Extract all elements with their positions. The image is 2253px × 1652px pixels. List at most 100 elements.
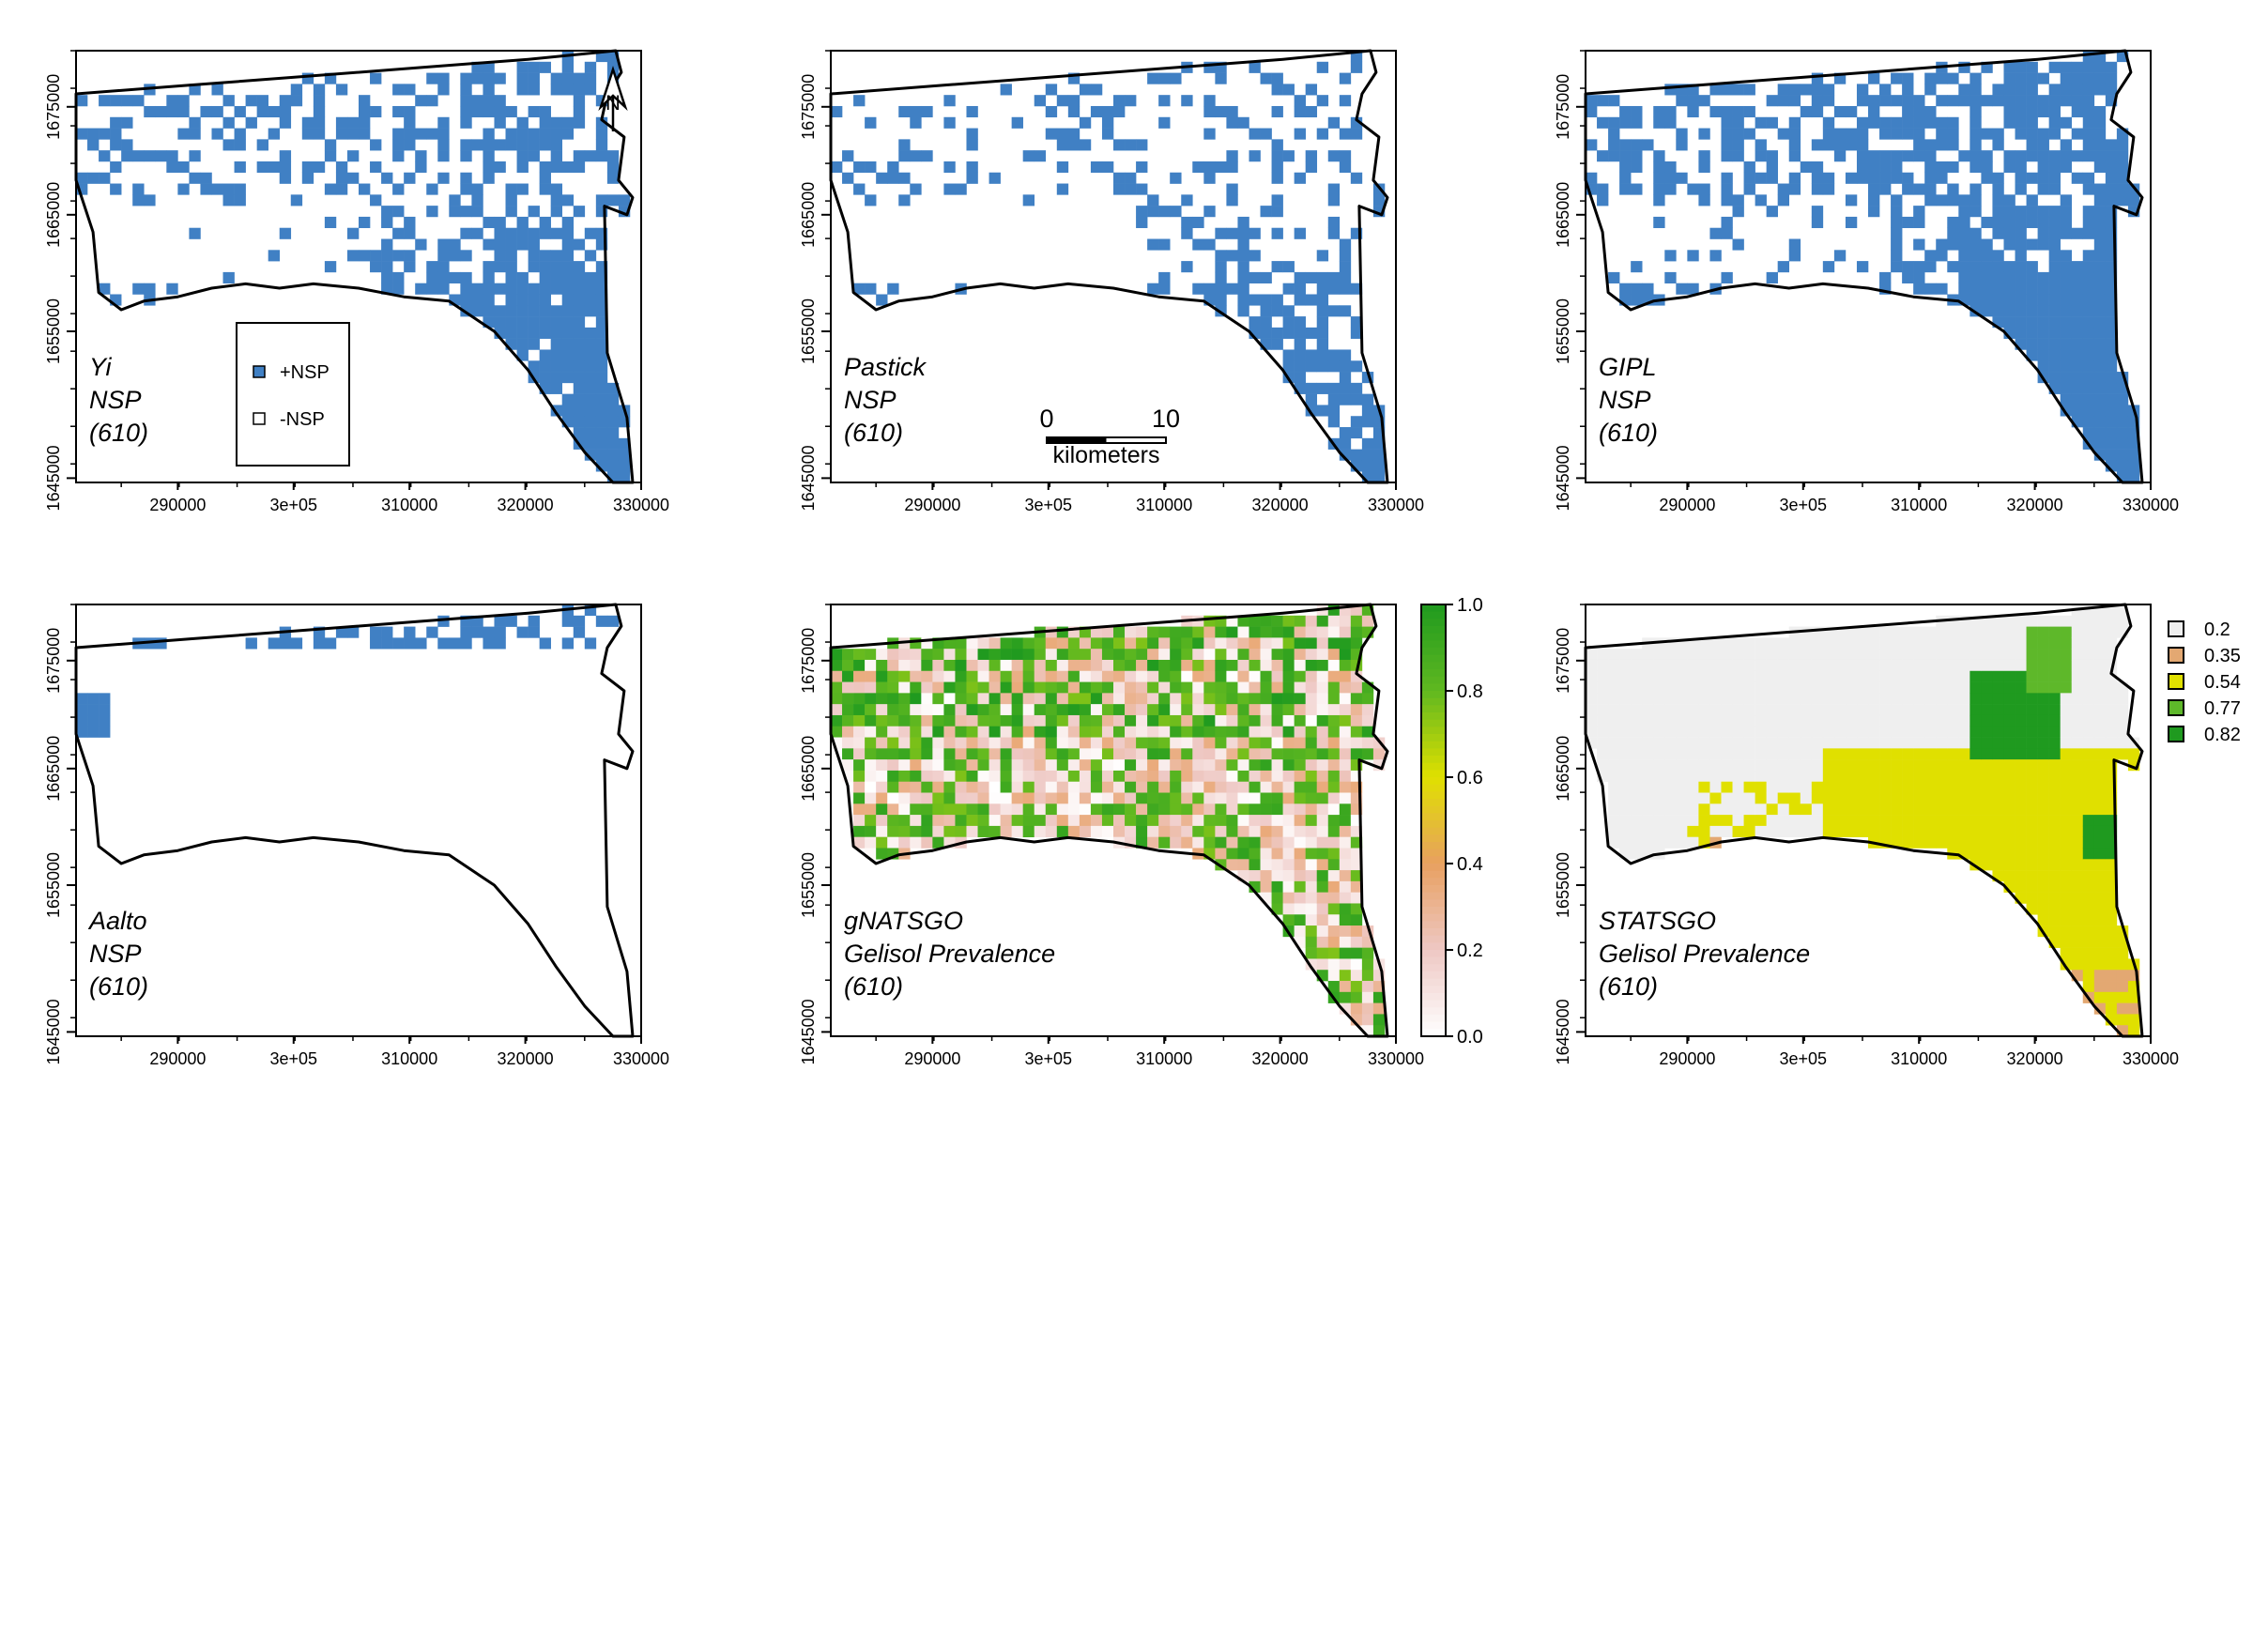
raster-cell xyxy=(1215,714,1227,727)
raster-cell xyxy=(2105,427,2118,439)
raster-cell xyxy=(2060,271,2073,283)
raster-cell xyxy=(1350,670,1363,682)
colorbar-step xyxy=(1421,856,1446,864)
raster-cell xyxy=(483,161,495,174)
raster-cell xyxy=(471,95,483,107)
raster-cell xyxy=(2093,737,2107,749)
raster-cell xyxy=(2093,437,2107,450)
raster-cell xyxy=(516,338,529,350)
raster-cell xyxy=(1924,261,1937,273)
raster-cell xyxy=(1811,748,1824,760)
raster-cell xyxy=(842,704,854,716)
raster-cell xyxy=(1271,714,1283,727)
raster-cell xyxy=(561,283,575,295)
raster-cell xyxy=(1664,815,1677,827)
raster-cell xyxy=(1056,693,1069,705)
raster-cell xyxy=(550,327,563,339)
raster-cell xyxy=(1811,704,1824,716)
raster-cell xyxy=(1090,792,1103,804)
raster-cell xyxy=(1113,659,1126,672)
raster-cell xyxy=(1045,726,1058,738)
raster-cell xyxy=(2015,294,2027,306)
raster-cell xyxy=(1237,261,1249,273)
raster-cell xyxy=(1045,714,1058,727)
raster-cell xyxy=(2071,393,2084,405)
raster-cell xyxy=(1045,637,1058,650)
raster-cell xyxy=(1350,880,1363,893)
raster-cell xyxy=(1350,859,1363,871)
x-tick-label: 290000 xyxy=(904,496,960,514)
raster-cell xyxy=(1361,460,1374,472)
raster-cell xyxy=(2015,227,2027,239)
raster-cell xyxy=(1294,681,1306,694)
raster-cell xyxy=(1034,781,1047,793)
raster-cell xyxy=(1294,271,1306,283)
raster-cell xyxy=(1158,726,1171,738)
raster-cell xyxy=(528,283,540,295)
pastick-study-boundary xyxy=(829,49,1389,484)
raster-cell xyxy=(381,637,393,650)
raster-cell xyxy=(516,305,529,317)
raster-cell xyxy=(1981,250,1993,262)
raster-cell xyxy=(392,283,405,295)
raster-cell xyxy=(2003,704,2015,716)
raster-cell xyxy=(1743,792,1755,804)
raster-cell xyxy=(561,261,575,273)
raster-cell xyxy=(1879,649,1892,661)
raster-cell xyxy=(1822,637,1835,650)
raster-cell xyxy=(1327,393,1341,405)
raster-cell xyxy=(2116,161,2129,174)
raster-cell xyxy=(1755,150,1767,162)
raster-cell xyxy=(2003,95,2015,107)
raster-cell xyxy=(1981,216,1993,229)
raster-cell xyxy=(1294,892,1306,904)
raster-cell xyxy=(1249,128,1261,140)
raster-cell xyxy=(1856,95,1869,107)
raster-cell xyxy=(483,283,495,295)
raster-cell xyxy=(1958,737,1970,749)
raster-cell xyxy=(370,637,382,650)
raster-cell xyxy=(2026,848,2038,860)
raster-cell xyxy=(1992,825,2004,837)
raster-cell xyxy=(921,704,933,716)
raster-cell xyxy=(1067,714,1081,727)
raster-cell xyxy=(2037,770,2049,783)
raster-cell xyxy=(932,649,944,661)
raster-cell xyxy=(1924,183,1937,195)
raster-cell xyxy=(561,238,575,251)
raster-cell xyxy=(1631,161,1643,174)
raster-cell xyxy=(2015,714,2027,727)
raster-cell xyxy=(1045,681,1058,694)
raster-cell xyxy=(1924,815,1937,827)
raster-cell xyxy=(1992,815,2004,827)
raster-cell xyxy=(1237,216,1249,229)
raster-cell xyxy=(1361,991,1374,1003)
raster-cell xyxy=(1947,825,1959,837)
raster-cell xyxy=(1800,737,1813,749)
raster-cell xyxy=(2037,227,2049,239)
raster-cell xyxy=(2048,726,2061,738)
raster-cell xyxy=(2093,892,2107,904)
colorbar-step xyxy=(1421,799,1446,807)
raster-cell xyxy=(595,316,608,329)
raster-cell xyxy=(853,95,866,107)
raster-cell xyxy=(1902,815,1914,827)
colorbar-step xyxy=(1421,950,1446,958)
raster-cell xyxy=(1158,206,1171,218)
raster-cell xyxy=(2071,382,2084,394)
raster-cell xyxy=(1305,781,1318,793)
y-tick-label: 1645000 xyxy=(799,445,818,511)
raster-cell xyxy=(1215,271,1227,283)
raster-cell xyxy=(1856,770,1869,783)
raster-cell xyxy=(1947,194,1959,206)
raster-cell xyxy=(1136,825,1148,837)
raster-cell xyxy=(471,72,483,84)
raster-cell xyxy=(2105,1002,2118,1015)
raster-cell xyxy=(910,637,922,650)
raster-cell xyxy=(1936,792,1948,804)
raster-cell xyxy=(2026,870,2038,882)
raster-cell xyxy=(1913,781,1925,793)
raster-cell xyxy=(1011,649,1023,661)
raster-cell xyxy=(2071,626,2084,638)
raster-cell xyxy=(1698,637,1710,650)
